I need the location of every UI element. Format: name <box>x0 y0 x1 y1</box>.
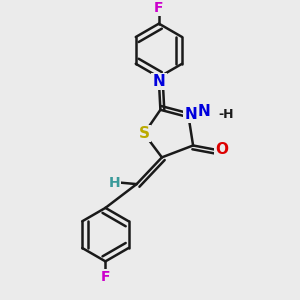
Text: H: H <box>109 176 120 190</box>
Text: F: F <box>154 1 164 15</box>
Text: N: N <box>198 104 211 119</box>
Text: F: F <box>101 270 110 284</box>
Text: -H: -H <box>218 108 234 121</box>
Text: O: O <box>215 142 228 158</box>
Text: N: N <box>184 107 197 122</box>
Text: N: N <box>152 74 165 89</box>
Text: S: S <box>139 126 150 141</box>
